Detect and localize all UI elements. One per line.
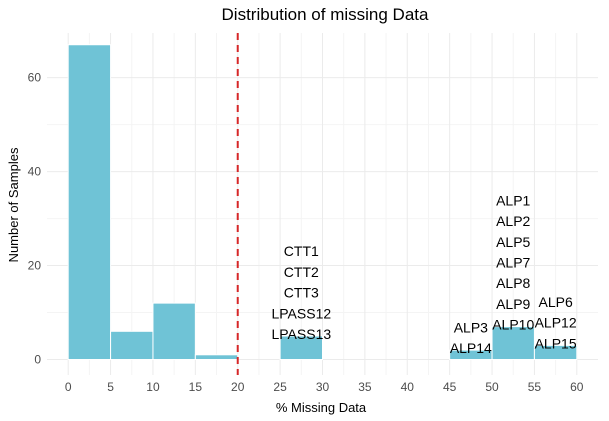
annotation-label: ALP14: [450, 340, 492, 356]
annotation-layer: CTT1 CTT2 CTT3 LPASS12 LPASS13 ALP3 ALP14 ALP1 A…: [271, 192, 576, 356]
x-tick-label: 10: [146, 380, 160, 394]
annotation-label: ALP2: [496, 213, 530, 229]
histogram-bar-0-5: [67, 44, 112, 360]
x-tick-label: 15: [189, 380, 203, 394]
y-tick-label: 60: [28, 71, 42, 85]
x-tick-label: 50: [485, 380, 499, 394]
histogram-bar-50-55: [491, 326, 535, 360]
histogram-bar-15-20: [194, 354, 239, 360]
histogram-bar-25-30: [279, 335, 324, 360]
histogram-bar-55-60: [533, 344, 578, 360]
x-tick-label: 0: [65, 380, 72, 394]
histogram-bar-5-10: [110, 330, 154, 360]
x-tick-label: 40: [401, 380, 415, 394]
annotation-label: ALP6: [538, 294, 572, 310]
x-tick-label: 35: [358, 380, 372, 394]
annotation-label: CTT2: [284, 264, 319, 280]
y-axis-title: Number of Samples: [6, 147, 21, 262]
annotation-label: ALP8: [496, 275, 530, 291]
annotation-label: ALP15: [535, 335, 577, 351]
x-tick-label: 25: [273, 380, 287, 394]
chart-title: Distribution of missing Data: [222, 5, 429, 24]
annotation-label: ALP5: [496, 234, 530, 250]
x-tick-label: 45: [443, 380, 457, 394]
annotation-label: ALP10: [492, 317, 534, 333]
x-axis-title: % Missing Data: [276, 400, 367, 415]
annotation-label: ALP12: [535, 315, 577, 331]
annotation-label: LPASS13: [271, 326, 331, 342]
y-tick-label: 0: [34, 352, 41, 366]
x-tick-label: 5: [107, 380, 114, 394]
annotation-label: ALP7: [496, 255, 530, 271]
annotation-label: ALP3: [454, 319, 488, 335]
y-tick-label: 40: [28, 165, 42, 179]
annotation-label: ALP9: [496, 296, 530, 312]
annotation-label: ALP1: [496, 192, 530, 208]
ticks-layer: 0 5 10 15 20 25 30 35 40 45 50 55 60 0 20 40 60: [28, 71, 584, 394]
histogram-bar-10-15: [152, 302, 196, 360]
annotation-label: CTT1: [284, 243, 319, 259]
annotation-label: LPASS12: [271, 305, 331, 321]
x-tick-label: 55: [528, 380, 542, 394]
y-tick-label: 20: [28, 259, 42, 273]
bars-layer: [67, 44, 578, 360]
x-tick-label: 60: [570, 380, 584, 394]
annotation-label: CTT3: [284, 285, 319, 301]
x-tick-label: 20: [231, 380, 245, 394]
x-tick-label: 30: [316, 380, 330, 394]
